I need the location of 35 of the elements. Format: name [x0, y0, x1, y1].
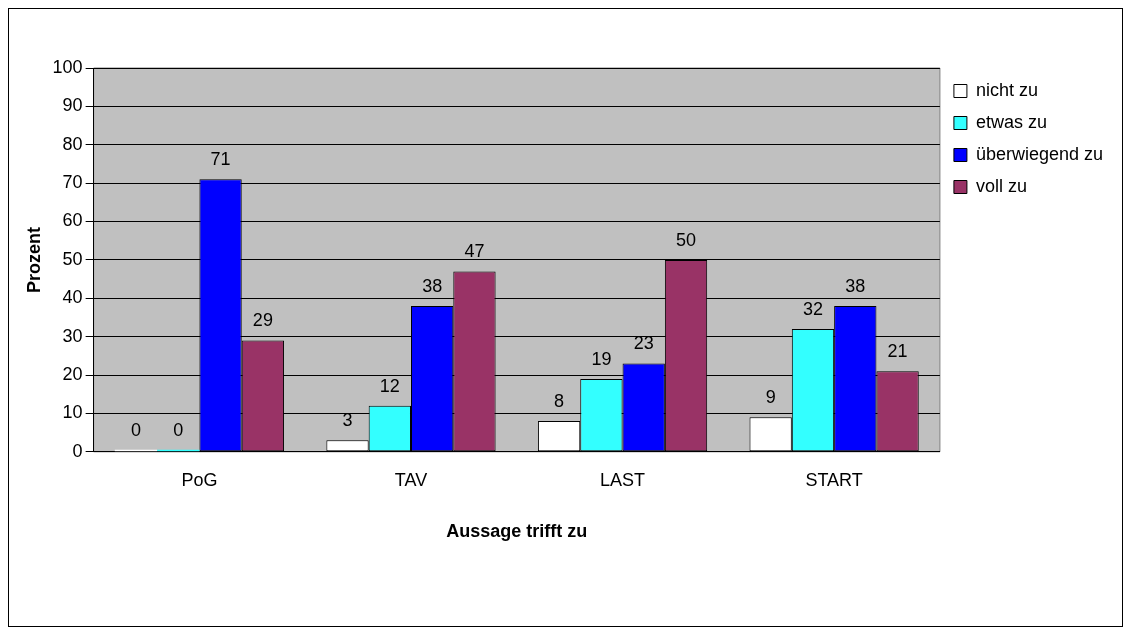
x-tick-label: START — [805, 469, 863, 490]
x-tick-label: PoG — [181, 469, 218, 490]
y-tick-label: 60 — [62, 210, 83, 231]
y-tick-label: 80 — [62, 133, 83, 154]
legend-label: etwas zu — [975, 111, 1047, 132]
data-label: 71 — [210, 149, 231, 170]
x-axis-title: Aussage trifft zu — [446, 521, 588, 542]
y-tick-label: 100 — [52, 56, 83, 77]
data-label: 19 — [591, 348, 612, 369]
y-tick-label: 40 — [62, 287, 83, 308]
data-label: 47 — [464, 241, 485, 262]
data-label: 29 — [252, 310, 273, 331]
legend-label: überwiegend zu — [975, 143, 1103, 164]
y-tick-label: 70 — [62, 172, 83, 193]
x-tick-label: LAST — [600, 469, 646, 490]
y-tick-label: 90 — [62, 95, 83, 116]
data-label: 9 — [765, 387, 776, 408]
y-tick-label: 20 — [62, 364, 83, 385]
data-label: 38 — [422, 275, 443, 296]
data-label: 8 — [554, 391, 565, 412]
y-tick-label: 50 — [62, 248, 83, 269]
data-label: 0 — [173, 419, 184, 440]
data-label: 32 — [802, 298, 823, 319]
x-tick-label: TAV — [394, 469, 428, 490]
y-axis-title: Prozent — [23, 226, 44, 293]
y-tick-label: 0 — [72, 440, 83, 461]
legend-label: voll zu — [975, 175, 1027, 196]
data-label: 50 — [676, 229, 697, 250]
y-tick-label: 10 — [62, 402, 83, 423]
y-tick-label: 30 — [62, 325, 83, 346]
legend-label: nicht zu — [975, 79, 1038, 100]
data-label: 21 — [887, 341, 908, 362]
data-label: 12 — [379, 375, 400, 396]
data-label: 0 — [130, 419, 141, 440]
data-label: 38 — [845, 275, 866, 296]
